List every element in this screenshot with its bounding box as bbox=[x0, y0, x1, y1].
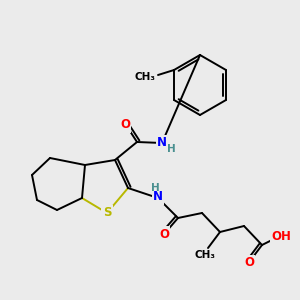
Text: CH₃: CH₃ bbox=[194, 250, 215, 260]
Text: N: N bbox=[157, 136, 167, 149]
Text: O: O bbox=[120, 118, 130, 131]
Text: OH: OH bbox=[271, 230, 291, 242]
Text: N: N bbox=[153, 190, 163, 203]
Text: CH₃: CH₃ bbox=[134, 72, 155, 82]
Text: H: H bbox=[167, 144, 176, 154]
Text: O: O bbox=[244, 256, 254, 269]
Text: S: S bbox=[103, 206, 111, 220]
Text: H: H bbox=[151, 183, 159, 193]
Text: O: O bbox=[159, 227, 169, 241]
